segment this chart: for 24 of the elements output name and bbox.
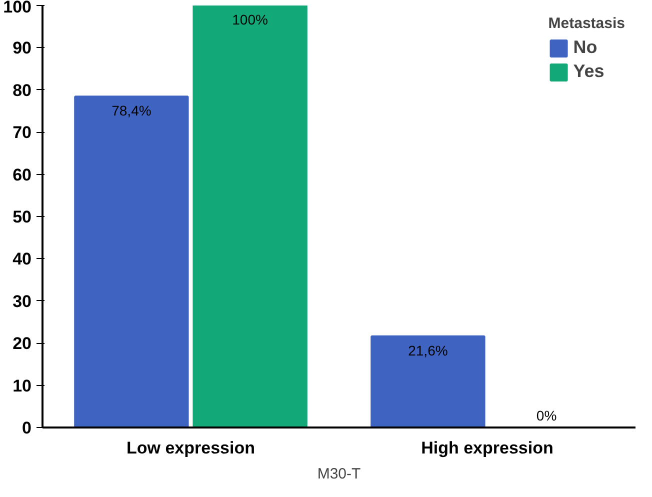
- legend-title: Metastasis: [548, 15, 625, 32]
- x-axis-title: M30-T: [317, 466, 361, 482]
- data-label: 21,6%: [408, 342, 448, 358]
- bar: [370, 335, 486, 428]
- bar: [192, 6, 308, 428]
- bar: [74, 96, 189, 428]
- data-label: 100%: [232, 12, 268, 28]
- legend-label: Yes: [573, 61, 604, 82]
- x-tick-label: Low expression: [126, 438, 255, 458]
- y-tick-label: 10: [12, 376, 32, 396]
- y-tick-label: 20: [12, 334, 32, 354]
- y-tick-label: 90: [12, 38, 32, 58]
- y-tick-label: 80: [12, 80, 32, 100]
- data-label: 0%: [536, 408, 557, 424]
- y-tick-label: 40: [12, 250, 32, 269]
- x-tick-label: High expression: [421, 438, 554, 458]
- y-tick-label: 70: [12, 123, 32, 142]
- y-tick-label: 0: [22, 418, 32, 438]
- legend-label: No: [573, 37, 598, 58]
- y-tick-label: 60: [12, 165, 32, 184]
- y-tick-label: 50: [12, 208, 32, 226]
- y-tick-label: 100: [3, 0, 32, 16]
- y-tick-label: 30: [12, 292, 32, 311]
- data-label: 78,4%: [112, 102, 152, 119]
